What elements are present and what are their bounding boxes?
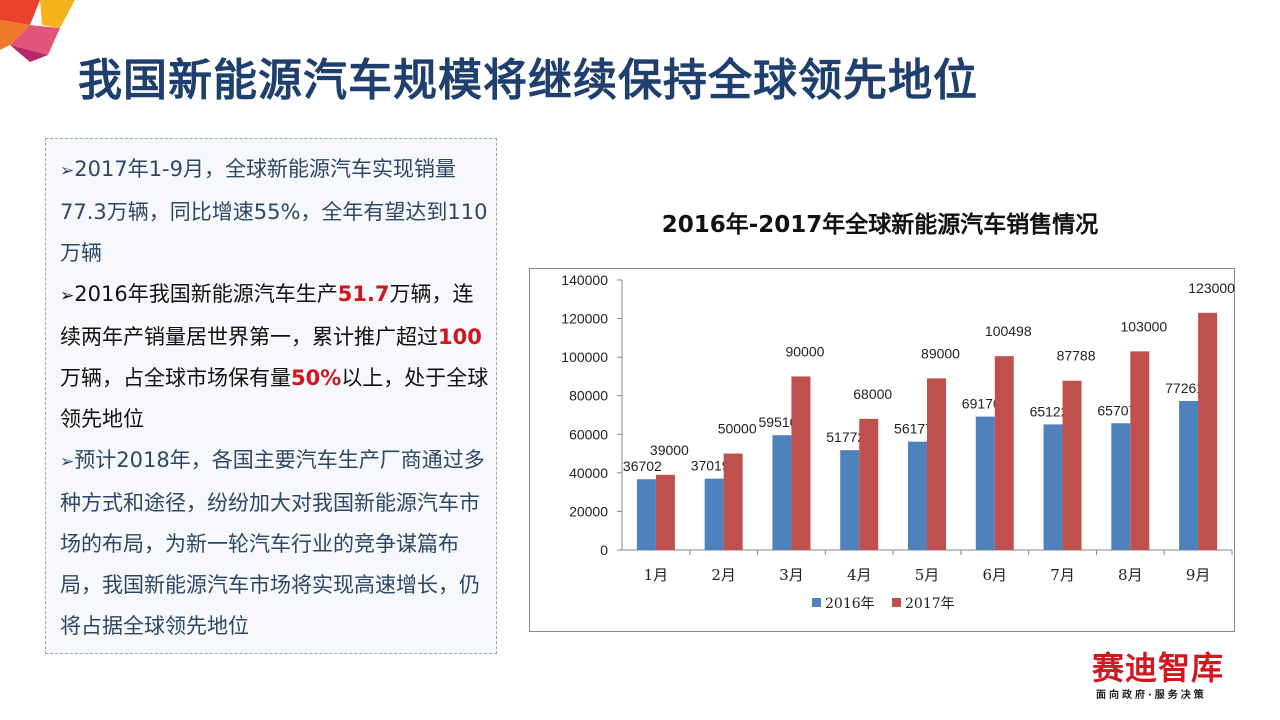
legend-swatch <box>812 598 821 607</box>
data-label: 77261 <box>1165 380 1204 396</box>
data-label: 87788 <box>1057 348 1096 364</box>
x-tick-label: 2月 <box>711 566 736 584</box>
y-tick-label: 40000 <box>569 465 608 481</box>
bar-2016年 <box>636 479 656 550</box>
x-tick-label: 1月 <box>644 566 669 584</box>
y-tick-label: 80000 <box>569 388 608 404</box>
bullet-3: ➢预计2018年，各国主要汽车生产厂商通过多种方式和途径，纷纷加大对我国新能源汽… <box>60 448 485 638</box>
bar-chart: 0 20000 40000 60000 80000 100000 120000 140000 1… <box>561 272 1235 612</box>
x-tick-label: 3月 <box>779 566 804 584</box>
bar-2017年 <box>927 378 946 550</box>
bar-2016年 <box>975 416 995 550</box>
data-label: 89000 <box>921 345 960 361</box>
brand-slogan: 面向政府·服务决策 <box>1096 690 1207 701</box>
bar-2017年 <box>791 376 811 550</box>
data-label: 59510 <box>758 414 797 430</box>
bar-2016年 <box>1043 424 1063 550</box>
data-label: 39000 <box>650 442 689 458</box>
data-label: 100498 <box>985 323 1032 339</box>
bar-2016年 <box>772 435 792 550</box>
chart-title: 2016年-2017年全球新能源汽车销售情况 <box>661 212 1099 238</box>
y-tick-label: 140000 <box>561 272 608 288</box>
bullet-1: ➢2017年1-9月，全球新能源汽车实现销量77.3万辆，同比增速55%，全年有… <box>60 157 488 265</box>
brand-logo: 赛迪智库 面向政府·服务决策 <box>1092 650 1224 701</box>
data-label: 51772 <box>826 429 865 445</box>
data-label: 36702 <box>623 458 662 474</box>
bar-2017年 <box>655 474 675 550</box>
y-tick-label: 120000 <box>561 311 608 327</box>
data-label: 65707 <box>1097 402 1136 418</box>
bar-2016年 <box>1111 423 1131 550</box>
arrow-bullet-icon: ➢ <box>60 161 75 181</box>
data-label: 65122 <box>1030 403 1069 419</box>
y-tick-label: 100000 <box>561 349 608 365</box>
x-tick-label: 4月 <box>847 566 872 584</box>
data-label: 69170 <box>962 396 1001 412</box>
data-label: 37019 <box>691 458 730 474</box>
text-box: ➢2017年1-9月，全球新能源汽车实现销量77.3万辆，同比增速55%，全年有… <box>45 138 497 654</box>
x-tick-label: 8月 <box>1118 566 1143 584</box>
legend-swatch <box>892 598 901 607</box>
data-label: 103000 <box>1120 318 1167 334</box>
brand-name: 赛迪智库 <box>1092 649 1225 687</box>
arrow-bullet-icon: ➢ <box>60 452 75 472</box>
data-label: 68000 <box>853 386 892 402</box>
data-label: 123000 <box>1188 280 1235 296</box>
bar-2016年 <box>704 478 724 550</box>
bar-2017年 <box>859 418 879 550</box>
page-title: 我国新能源汽车规模将继续保持全球领先地位 <box>78 55 978 106</box>
arrow-bullet-icon: ➢ <box>60 286 75 306</box>
legend-label: 2016年 <box>825 596 875 612</box>
bar-2017年 <box>723 453 743 550</box>
y-tick-label: 60000 <box>569 426 608 442</box>
bullet-2: ➢2016年我国新能源汽车生产51.7万辆，连续两年产销量居世界第一，累计推广超… <box>60 282 489 431</box>
bar-2017年 <box>1062 380 1082 550</box>
x-tick-label: 5月 <box>915 566 940 584</box>
chart-frame <box>529 268 1235 632</box>
logo-decoration <box>0 0 75 62</box>
bar-2016年 <box>908 441 927 550</box>
bar-2016年 <box>1179 400 1199 550</box>
bar-2017年 <box>1198 312 1218 550</box>
bar-2016年 <box>840 450 860 550</box>
data-label: 90000 <box>785 343 824 359</box>
x-tick-label: 9月 <box>1186 566 1211 584</box>
legend-label: 2017年 <box>905 596 955 612</box>
x-tick-label: 7月 <box>1050 566 1075 584</box>
y-tick-label: 20000 <box>569 503 608 519</box>
bar-2017年 <box>1130 351 1150 550</box>
data-label: 50000 <box>718 421 757 437</box>
x-tick-label: 6月 <box>983 566 1008 584</box>
data-label: 56177 <box>894 421 933 437</box>
y-tick-label: 0 <box>600 542 608 558</box>
bar-2017年 <box>994 356 1014 550</box>
